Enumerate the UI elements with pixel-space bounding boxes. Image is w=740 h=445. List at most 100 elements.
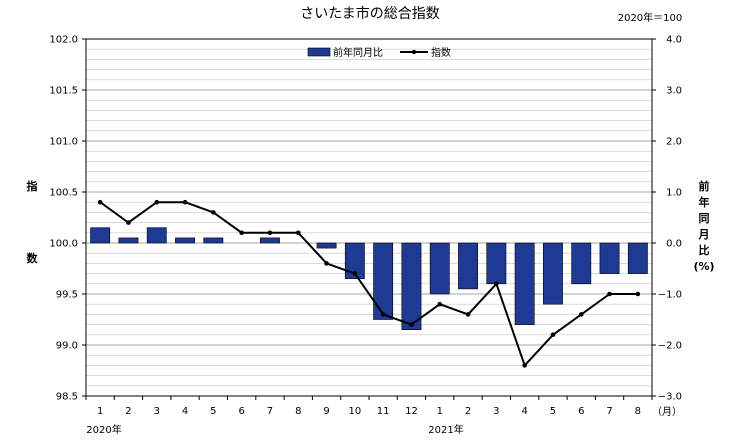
right-axis-ticks: −3.0 −2.0 −1.0 0.0 1.0 2.0 3.0 4.0 (652, 35, 682, 403)
x-tick-label: 3 (493, 406, 499, 417)
line-point (295, 230, 301, 236)
x-tick-label: 7 (606, 406, 612, 417)
bar (373, 242, 394, 320)
right-tick-label: −2.0 (658, 341, 682, 352)
line-point (324, 261, 329, 266)
line-point (211, 210, 216, 215)
left-axis-label-1: 指 (27, 179, 38, 193)
left-tick-label: 100.0 (49, 239, 78, 250)
bar (543, 242, 563, 305)
line-point (97, 199, 103, 205)
left-tick-label: 99.5 (56, 290, 78, 301)
bar (203, 237, 224, 244)
bar (599, 242, 620, 274)
line-point (267, 230, 273, 236)
right-axis-label: 前年同月比 (%) (693, 179, 714, 273)
x-tick-label: 4 (182, 406, 188, 417)
x-tick-label: 8 (635, 406, 641, 417)
index-line (99, 201, 638, 367)
bar (401, 242, 422, 330)
x-tick-label: 1 (97, 406, 103, 417)
right-axis-label-char: 年 (699, 195, 710, 209)
right-axis-label-char: (%) (693, 260, 714, 273)
bar (486, 242, 507, 285)
right-tick-label: 3.0 (666, 86, 682, 97)
x-tick-label: 1 (437, 406, 443, 417)
line-point (635, 291, 641, 297)
bar (260, 237, 280, 244)
x-tick-label: 11 (377, 406, 390, 417)
line-point (352, 271, 358, 276)
right-axis-label-char: 月 (698, 228, 710, 241)
line-point (182, 199, 188, 205)
x-tick-label: 6 (578, 406, 584, 417)
x-tick-label: 7 (267, 406, 273, 417)
legend-line-marker (411, 49, 417, 55)
x-tick-label: 3 (154, 406, 160, 417)
year-label-2020: 2020年 (86, 423, 121, 436)
line-point (550, 332, 556, 338)
legend-line-label: 指数 (431, 46, 451, 59)
right-tick-label: 4.0 (666, 35, 682, 46)
line-point (494, 281, 499, 287)
right-axis-label-char: 比 (699, 243, 710, 257)
x-tick-label: 4 (521, 406, 527, 417)
left-axis-ticks: 98.5 99.0 99.5 100.0 100.5 101.0 101.5 102.0 (49, 35, 86, 403)
line-point (380, 312, 386, 317)
x-tick-label: 5 (550, 406, 556, 417)
bar (344, 242, 365, 280)
bar (429, 242, 450, 295)
left-tick-label: 100.5 (49, 188, 78, 199)
grid-lines (86, 48, 652, 387)
x-tick-label: 9 (323, 406, 329, 417)
bar (458, 242, 478, 290)
left-tick-label: 99.0 (56, 341, 78, 352)
line-point (437, 301, 443, 307)
x-tick-label: 2 (125, 406, 131, 417)
legend-bar-swatch (307, 47, 331, 57)
legend: 前年同月比 指数 (307, 46, 451, 59)
legend-bar-label: 前年同月比 (333, 46, 383, 59)
line-point (126, 220, 131, 225)
left-tick-label: 98.5 (56, 392, 78, 403)
bar (90, 227, 111, 244)
right-tick-label: 0.0 (666, 239, 682, 250)
line-point (522, 363, 527, 368)
right-axis-label-char: 前 (699, 179, 710, 193)
line-point (465, 312, 471, 317)
bar (146, 227, 167, 244)
x-unit-label: （月） (652, 406, 682, 418)
base-note: 2020年＝100 (618, 11, 683, 24)
x-tick-label: 10 (348, 406, 361, 417)
line-point (154, 199, 160, 205)
right-tick-label: 2.0 (666, 137, 682, 148)
x-tick-label: 5 (210, 406, 216, 417)
bar-series (90, 227, 648, 330)
right-tick-label: −3.0 (658, 392, 682, 403)
bar (571, 242, 592, 285)
bar (627, 242, 648, 274)
right-tick-label: −1.0 (658, 290, 682, 301)
line-point (607, 291, 612, 297)
x-tick-label: 2 (465, 406, 471, 417)
right-tick-label: 1.0 (666, 188, 682, 199)
left-axis-label-2: 数 (27, 251, 39, 265)
line-point (409, 322, 414, 327)
plot-area (85, 38, 653, 397)
chart-title: さいたま市の総合指数 (300, 5, 440, 22)
year-label-2021: 2021年 (428, 423, 463, 436)
line-point (578, 312, 584, 317)
bar (514, 242, 535, 325)
x-tick-label: 6 (238, 406, 244, 417)
line-series (97, 199, 641, 368)
left-tick-label: 101.0 (49, 137, 78, 148)
bar (316, 242, 337, 249)
x-tick-label: 12 (405, 406, 418, 417)
bar (118, 237, 139, 244)
x-axis-ticks: 1 2 3 4 5 6 7 8 9 10 11 12 1 2 3 4 5 6 7 8 (85, 396, 653, 417)
bar (175, 237, 195, 244)
line-point (239, 230, 244, 236)
left-tick-label: 101.5 (49, 86, 78, 97)
x-tick-label: 8 (295, 406, 301, 417)
